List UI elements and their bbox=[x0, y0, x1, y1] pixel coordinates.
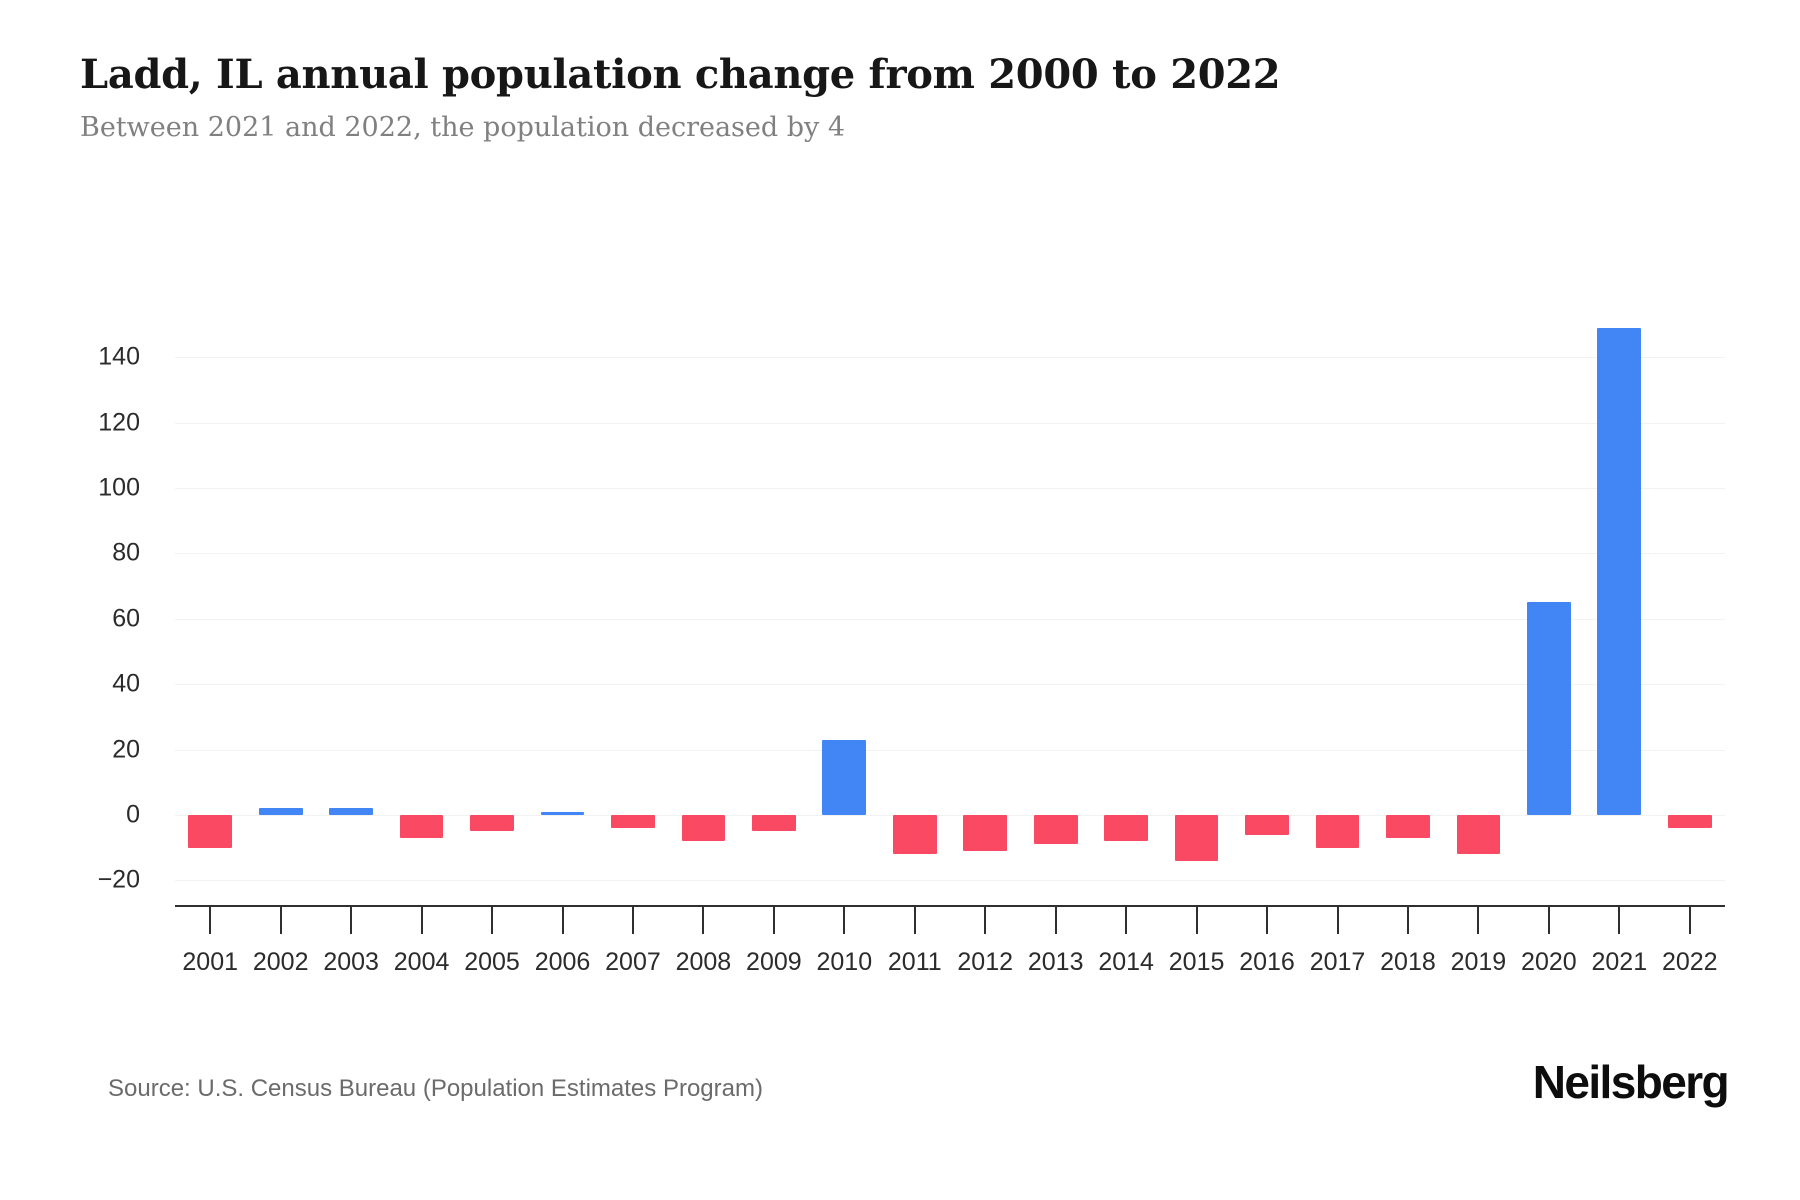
x-axis-tick-mark bbox=[1336, 906, 1339, 934]
y-axis-tick-label: −20 bbox=[97, 865, 140, 894]
bar-2013[interactable] bbox=[1033, 815, 1078, 845]
x-axis-tick-mark bbox=[984, 906, 987, 934]
bar-2012[interactable] bbox=[963, 815, 1008, 851]
x-axis-tick-mark bbox=[913, 906, 916, 934]
bar-2014[interactable] bbox=[1104, 815, 1148, 842]
chart-subtitle: Between 2021 and 2022, the population de… bbox=[80, 112, 846, 143]
x-axis-tick-label: 2001 bbox=[182, 948, 239, 976]
bars-group bbox=[175, 0, 1725, 1200]
x-axis-tick-mark bbox=[561, 906, 564, 934]
x-axis-tick-label: 2011 bbox=[887, 948, 942, 976]
x-axis-tick-label: 2009 bbox=[746, 948, 802, 976]
brand-logo: Neilsberg bbox=[1532, 1056, 1730, 1108]
x-axis-tick-mark bbox=[772, 906, 775, 934]
x-axis-tick-label: 2002 bbox=[252, 948, 309, 976]
bar-2021[interactable] bbox=[1597, 327, 1642, 815]
bar-2020[interactable] bbox=[1527, 602, 1571, 815]
bar-2016[interactable] bbox=[1245, 815, 1289, 835]
x-axis-tick-label: 2013 bbox=[1027, 948, 1084, 976]
page-title: Ladd, IL annual population change from 2… bbox=[80, 51, 1281, 98]
x-axis-tick-mark bbox=[491, 906, 494, 934]
x-axis-tick-label: 2003 bbox=[323, 948, 379, 976]
x-axis-tick-label: 2021 bbox=[1591, 948, 1648, 976]
x-axis-tick-mark bbox=[702, 906, 705, 934]
gridline bbox=[175, 422, 1725, 424]
x-axis-tick-label: 2014 bbox=[1098, 948, 1154, 976]
bar-2004[interactable] bbox=[399, 815, 444, 838]
gridline bbox=[175, 618, 1725, 620]
x-axis-tick-label: 2018 bbox=[1380, 948, 1436, 976]
y-axis-tick-label: 100 bbox=[98, 473, 140, 502]
x-axis-line bbox=[175, 905, 1725, 907]
x-axis-tick-label: 2019 bbox=[1450, 948, 1507, 976]
x-axis-tick-label: 2012 bbox=[957, 948, 1014, 976]
x-axis-tick-label: 2016 bbox=[1239, 948, 1295, 976]
chart-header: Ladd, IL annual population change from 2… bbox=[80, 52, 1720, 144]
x-axis-tick-mark bbox=[350, 906, 353, 934]
bar-2001[interactable] bbox=[188, 815, 233, 848]
y-axis-tick-label: 80 bbox=[112, 538, 140, 567]
bar-2017[interactable] bbox=[1315, 815, 1360, 848]
x-axis-tick-label: 2008 bbox=[675, 948, 732, 976]
source-note: Source: U.S. Census Bureau (Population E… bbox=[108, 1075, 763, 1102]
x-axis-tick-mark bbox=[1688, 906, 1691, 934]
bar-2015[interactable] bbox=[1174, 815, 1219, 861]
x-axis-tick-label: 2006 bbox=[534, 948, 591, 976]
bar-2002[interactable] bbox=[258, 808, 303, 815]
gridline bbox=[175, 553, 1725, 555]
bar-2010[interactable] bbox=[822, 739, 867, 815]
x-axis-tick-mark bbox=[1406, 906, 1409, 934]
x-axis-tick-mark bbox=[843, 906, 846, 934]
bar-2003[interactable] bbox=[329, 808, 373, 815]
bar-2009[interactable] bbox=[752, 815, 796, 832]
x-axis-tick-label: 2020 bbox=[1521, 948, 1577, 976]
bar-2022[interactable] bbox=[1667, 815, 1712, 829]
x-axis-tick-mark bbox=[1618, 906, 1621, 934]
x-axis-tick-mark bbox=[1266, 906, 1269, 934]
y-axis-tick-label: 140 bbox=[98, 342, 140, 371]
x-axis-tick-mark bbox=[1054, 906, 1057, 934]
x-axis-tick-label: 2004 bbox=[393, 948, 450, 976]
bar-2006[interactable] bbox=[540, 811, 585, 815]
x-axis-tick-label: 2007 bbox=[605, 948, 661, 976]
x-axis-tick-mark bbox=[631, 906, 634, 934]
gridline bbox=[175, 684, 1725, 686]
gridline bbox=[175, 880, 1725, 882]
y-axis-tick-label: 0 bbox=[126, 800, 140, 829]
y-axis-tick-label: 120 bbox=[98, 408, 140, 437]
x-axis-tick-mark bbox=[209, 906, 212, 934]
x-axis-tick-label: 2017 bbox=[1309, 948, 1366, 976]
x-axis-tick-label: 2005 bbox=[464, 948, 520, 976]
x-axis-tick-label: 2010 bbox=[816, 948, 873, 976]
x-axis-tick-mark bbox=[420, 906, 423, 934]
bar-2008[interactable] bbox=[681, 815, 726, 842]
gridline bbox=[175, 357, 1725, 359]
bar-2011[interactable] bbox=[892, 815, 937, 855]
bar-2018[interactable] bbox=[1386, 815, 1430, 838]
x-axis-tick-mark bbox=[1477, 906, 1480, 934]
y-axis-tick-label: 40 bbox=[112, 669, 140, 698]
x-axis-tick-mark bbox=[1125, 906, 1128, 934]
gridline bbox=[175, 488, 1725, 489]
x-axis-tick-mark bbox=[1195, 906, 1198, 934]
x-axis-tick-label: 2015 bbox=[1168, 948, 1225, 976]
x-axis-tick-mark bbox=[1547, 906, 1550, 934]
x-axis-tick-mark bbox=[279, 906, 282, 934]
zero-gridline bbox=[175, 815, 1725, 816]
bar-2019[interactable] bbox=[1456, 815, 1501, 855]
bar-2005[interactable] bbox=[470, 815, 514, 832]
x-axis-tick-label: 2022 bbox=[1661, 948, 1718, 976]
bar-2007[interactable] bbox=[611, 815, 655, 829]
y-axis-tick-label: 20 bbox=[112, 735, 140, 764]
gridline bbox=[175, 749, 1725, 751]
y-axis-tick-label: 60 bbox=[112, 604, 140, 633]
